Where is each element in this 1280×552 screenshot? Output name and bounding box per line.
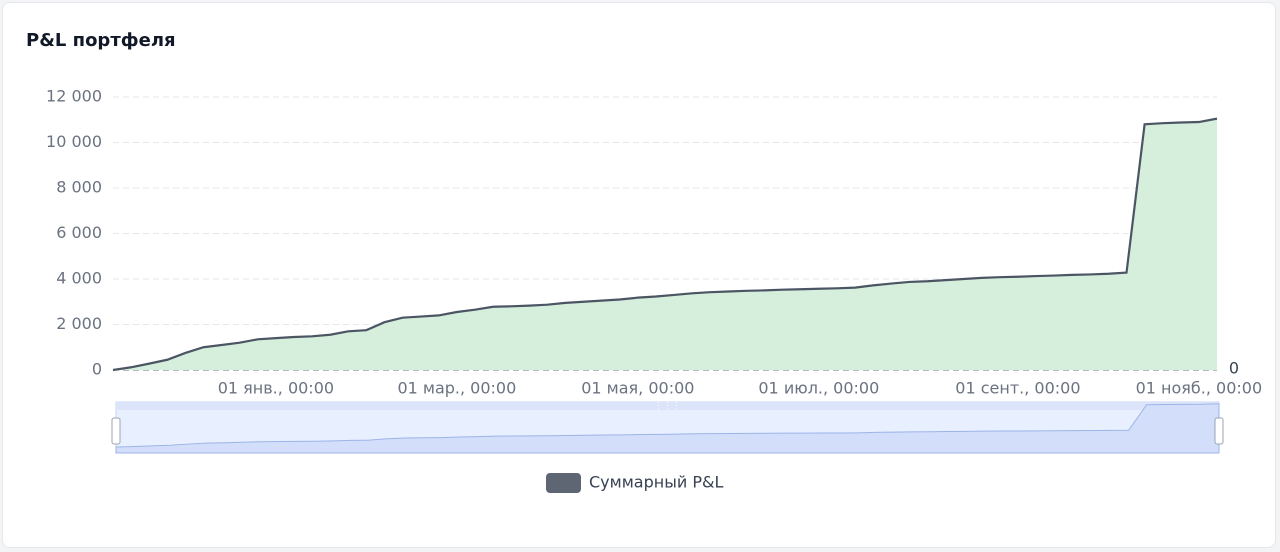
y-tick-label: 10 000 xyxy=(46,132,102,151)
zoom-top-bar xyxy=(116,402,1219,410)
zoom-handle[interactable] xyxy=(1214,417,1224,445)
y-tick-label: 8 000 xyxy=(56,178,102,197)
x-tick-label: 01 сент., 00:00 xyxy=(955,379,1080,398)
end-label: 0 xyxy=(1229,359,1239,378)
y-tick-label: 6 000 xyxy=(56,223,102,242)
legend-swatch xyxy=(546,473,581,493)
x-tick-label: 01 мар., 00:00 xyxy=(397,379,516,398)
y-tick-label: 0 xyxy=(92,360,102,379)
y-tick-label: 4 000 xyxy=(56,269,102,288)
x-tick-label: 01 мая, 00:00 xyxy=(581,379,694,398)
legend-label[interactable]: Суммарный P&L xyxy=(589,473,723,492)
area xyxy=(113,118,1217,370)
zoom-area xyxy=(115,403,1220,454)
y-tick-label: 2 000 xyxy=(56,314,102,333)
line xyxy=(112,117,1218,372)
zoom-handle[interactable] xyxy=(111,417,121,445)
x-tick-label: 01 нояб., 00:00 xyxy=(1136,379,1263,398)
x-tick-label: 01 янв., 00:00 xyxy=(218,379,334,398)
chart-title: P&L портфеля xyxy=(26,30,176,51)
y-tick-label: 12 000 xyxy=(46,87,102,106)
chart: P&L портфеля 0 2 000 4 000 6 000 8 000 10 000… xyxy=(26,30,1263,493)
x-tick-label: 01 июл., 00:00 xyxy=(758,379,879,398)
zoom-grip: ⋮⋮⋮ xyxy=(654,402,681,412)
